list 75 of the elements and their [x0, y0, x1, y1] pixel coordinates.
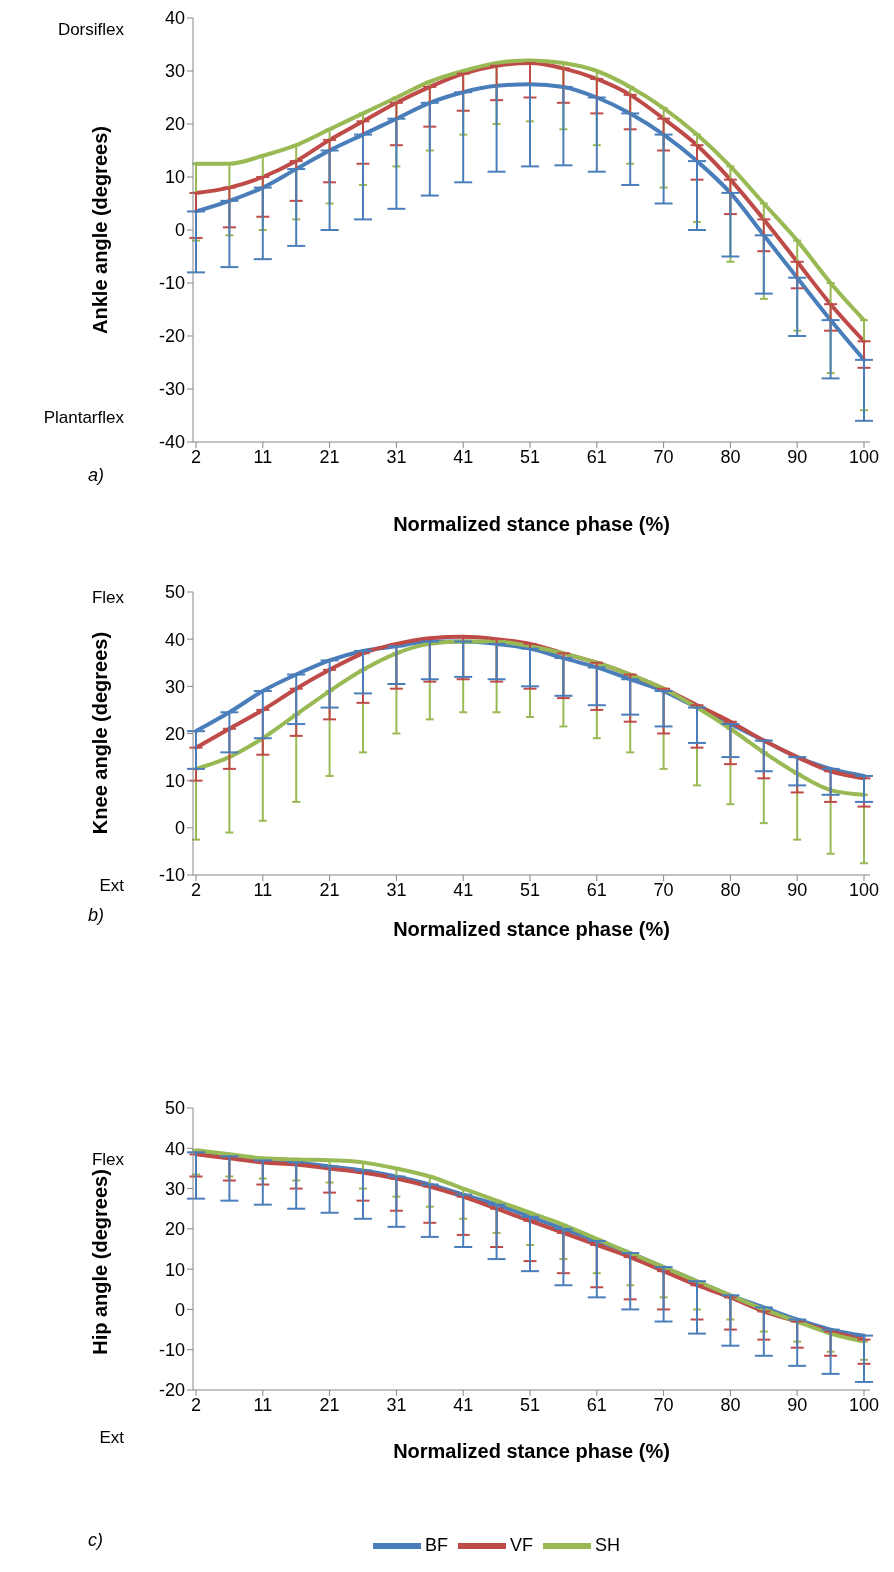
y-tick-label: 30 [164, 676, 185, 697]
x-tick-label: 51 [519, 879, 541, 900]
x-axis-title: Normalized stance phase (%) [392, 918, 671, 941]
x-tick-label: 41 [453, 879, 474, 900]
y-tick-label: 20 [164, 114, 185, 135]
y-tick-label: 20 [164, 723, 185, 744]
y-tick-label: -20 [158, 1380, 185, 1401]
x-tick-label: 61 [586, 446, 607, 467]
text: Flex [91, 588, 124, 608]
x-tick-label: 31 [386, 446, 407, 467]
legend-label: BF [424, 1534, 448, 1555]
x-tick-label: 70 [653, 879, 674, 900]
x-tick-label: 90 [787, 1394, 808, 1415]
y-axis-title: Hip angle (degrees) [88, 1169, 112, 1355]
y-tick-label: 50 [164, 1098, 185, 1119]
x-tick-label: 90 [787, 879, 808, 900]
y-tick-label: -20 [158, 326, 185, 347]
x-tick-label: 2 [190, 1394, 202, 1415]
x-tick-label: 80 [720, 446, 741, 467]
legend-label: SH [595, 1534, 621, 1555]
y-tick-label: 10 [164, 167, 185, 188]
x-tick-label: 11 [253, 1394, 273, 1415]
y-tick-label: -30 [158, 379, 185, 400]
x-tick-label: 11 [253, 446, 273, 467]
x-tick-label: 80 [720, 879, 741, 900]
y-tick-label: 0 [174, 220, 185, 241]
x-tick-label: 41 [453, 446, 474, 467]
x-tick-label: 31 [386, 1394, 407, 1415]
y-tick-label: -10 [158, 1340, 185, 1361]
x-tick-label: 70 [653, 1394, 674, 1415]
x-tick-label: 21 [319, 1394, 340, 1415]
x-tick-label: 21 [319, 879, 340, 900]
y-tick-label: 0 [174, 1299, 185, 1320]
text: Flex [91, 1150, 124, 1170]
legend-label: VF [509, 1534, 533, 1555]
x-axis-title: Normalized stance phase (%) [392, 513, 671, 536]
x-tick-label: 90 [787, 446, 808, 467]
x-axis-title: Normalized stance phase (%) [392, 1440, 671, 1463]
x-tick-label: 61 [586, 879, 607, 900]
x-tick-label: 100 [848, 446, 880, 467]
x-tick-label: 2 [190, 879, 202, 900]
y-tick-label: -10 [158, 865, 185, 886]
y-axis-title: Ankle angle (degrees) [88, 126, 112, 334]
y-tick-label: 10 [164, 771, 185, 792]
x-tick-label: 2 [190, 446, 202, 467]
x-tick-label: 21 [319, 446, 340, 467]
y-tick-label: 50 [164, 582, 185, 603]
x-tick-label: 80 [720, 1394, 741, 1415]
x-tick-label: 61 [586, 1394, 607, 1415]
text: c) [88, 1530, 103, 1551]
y-tick-label: -10 [158, 273, 185, 294]
text: b) [88, 905, 105, 926]
x-tick-label: 100 [848, 879, 880, 900]
y-axis-title: Knee angle (degrees) [88, 631, 112, 835]
text: Ext [99, 876, 124, 896]
x-tick-label: 70 [653, 446, 674, 467]
y-tick-label: 40 [164, 8, 185, 29]
x-tick-label: 100 [848, 1394, 880, 1415]
y-tick-label: 40 [164, 629, 185, 650]
y-tick-label: 0 [174, 818, 185, 839]
text: Plantarflex [43, 408, 124, 428]
y-tick-label: 30 [164, 61, 185, 82]
text: Dorsiflex [57, 20, 124, 40]
text: Ext [99, 1428, 124, 1448]
x-tick-label: 51 [519, 1394, 541, 1415]
x-tick-label: 31 [386, 879, 407, 900]
y-tick-label: -40 [158, 432, 185, 453]
x-tick-label: 11 [253, 879, 273, 900]
y-tick-label: 40 [164, 1138, 185, 1159]
x-tick-label: 41 [453, 1394, 474, 1415]
y-tick-label: 30 [164, 1178, 185, 1199]
y-tick-label: 20 [164, 1219, 185, 1240]
x-tick-label: 51 [519, 446, 541, 467]
text: a) [88, 465, 105, 486]
y-tick-label: 10 [164, 1259, 185, 1280]
